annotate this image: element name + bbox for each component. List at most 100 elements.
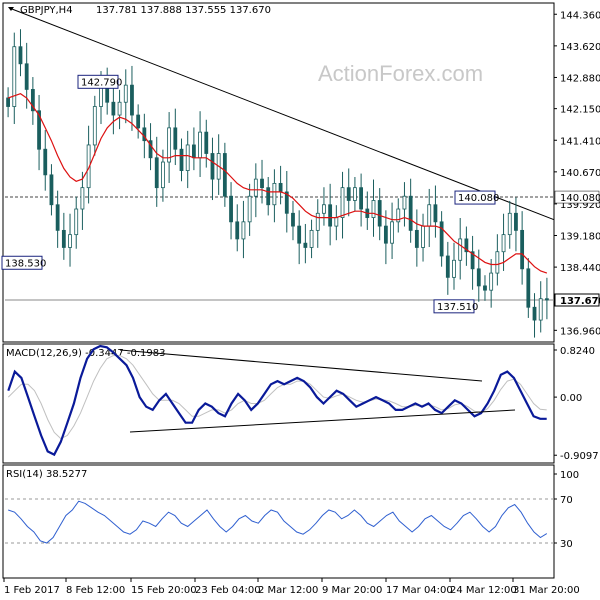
candle-body	[458, 238, 463, 261]
candle-body	[24, 63, 29, 90]
x-axis-label: 9 Mar 20:00	[322, 585, 382, 596]
price-callout-label: 138.530	[5, 258, 46, 269]
candle-body	[284, 191, 289, 214]
candle-body	[30, 89, 35, 112]
macd-axis-label: -0.9097	[560, 451, 599, 462]
candle-body	[334, 217, 339, 227]
candle-body	[328, 204, 333, 227]
candle-body	[495, 251, 500, 274]
candle-body	[68, 234, 72, 248]
x-axis-label: 2 Mar 12:00	[258, 585, 318, 596]
rsi-series-group	[5, 498, 554, 544]
candle-body	[291, 212, 295, 227]
macd-series-group	[7, 344, 547, 457]
candle-body	[501, 234, 506, 253]
price-callout-label: 140.080	[458, 193, 499, 204]
macd-upper-trendline	[119, 349, 483, 382]
price-axis-label: 143.620	[560, 42, 600, 53]
candle-body	[526, 268, 531, 308]
candle-body	[483, 285, 487, 291]
candle-body	[43, 148, 48, 176]
candle-body	[396, 208, 401, 223]
price-axis-label: 139.180	[560, 232, 600, 243]
x-axis-label: 1 Feb 2017	[4, 585, 60, 596]
macd-axis-label: 0.00	[560, 393, 582, 404]
candle-body	[303, 242, 308, 248]
candle-body	[377, 200, 382, 227]
macd-panel-title: MACD(12,26,9) -0.3447 -0.1983	[6, 348, 166, 359]
candle-body	[433, 204, 438, 223]
candle-body	[136, 114, 141, 129]
candle-body	[359, 187, 364, 210]
macd-axis-label: 0.8240	[560, 346, 595, 357]
price-trendline	[9, 7, 555, 221]
price-axis-label: 139.920	[560, 200, 600, 211]
x-axis-label: 24 Mar 12:00	[450, 585, 517, 596]
price-axis-label: 141.410	[560, 136, 600, 147]
rsi-axis-label: 100	[560, 470, 579, 481]
price-callout-box	[454, 190, 496, 205]
candle-body	[117, 101, 122, 116]
candle-body	[278, 182, 283, 193]
candle-body	[229, 195, 233, 223]
candle-body	[111, 101, 116, 116]
candle-body	[421, 225, 425, 248]
candle-body	[247, 195, 252, 223]
candle-body	[371, 200, 376, 218]
candle-body	[476, 268, 481, 287]
candle-body	[272, 182, 277, 206]
candle-body	[266, 187, 271, 206]
candle-body	[545, 298, 549, 301]
candle-body	[18, 46, 23, 65]
macd-lower-trendline	[129, 409, 516, 433]
macd-panel-frame	[2, 343, 555, 464]
price-callout-box	[433, 299, 475, 314]
last-price-box	[554, 293, 600, 307]
candle-body	[55, 204, 60, 231]
x-axis-label: 23 Feb 04:00	[195, 585, 261, 596]
candle-body	[123, 84, 128, 103]
x-axis-label: 15 Feb 20:00	[131, 585, 197, 596]
x-axis-label: 8 Feb 12:00	[66, 585, 125, 596]
candle-body	[315, 212, 320, 231]
candle-body	[470, 251, 475, 270]
price-callout-box	[1, 255, 43, 270]
candle-body	[80, 187, 85, 210]
candle-body	[198, 131, 202, 159]
price-series-group: 142.790 138.530 140.080 137.510	[1, 7, 555, 338]
candle-body	[222, 153, 227, 197]
chart-header-symbol: GBPJPY,H4	[20, 5, 73, 16]
candle-body	[439, 221, 444, 257]
x-axis-label: 17 Mar 04:00	[386, 585, 453, 596]
candle-body	[148, 140, 153, 159]
candle-body	[179, 148, 184, 171]
price-axis-label: 138.440	[560, 263, 600, 274]
candle-body	[452, 259, 456, 278]
candle-body	[167, 127, 172, 163]
candle-body	[340, 187, 345, 218]
candle-body	[464, 238, 469, 253]
level-price-box	[554, 190, 600, 204]
candle-body	[185, 144, 190, 171]
candle-body	[204, 131, 209, 154]
price-panel-frame	[2, 2, 555, 343]
last-price-label: 137.670	[560, 296, 600, 307]
candle-body	[173, 127, 178, 150]
price-axis-label: 136.960	[560, 326, 600, 337]
candle-body	[297, 225, 302, 244]
price-callout-label: 137.510	[437, 302, 478, 313]
candle-body	[532, 306, 537, 321]
rsi-panel-title: RSI(14) 38.5277	[6, 469, 87, 480]
candle-body	[161, 161, 165, 189]
candle-body	[154, 157, 159, 189]
candle-body	[514, 212, 518, 231]
rsi-line	[8, 500, 548, 544]
candle-body	[353, 187, 357, 201]
candle-body	[130, 84, 134, 116]
candle-body	[241, 221, 246, 240]
macd-signal-line	[7, 355, 547, 440]
candle-body	[12, 46, 17, 107]
rsi-panel-frame	[2, 464, 555, 579]
price-axis-label: 144.360	[560, 10, 600, 21]
